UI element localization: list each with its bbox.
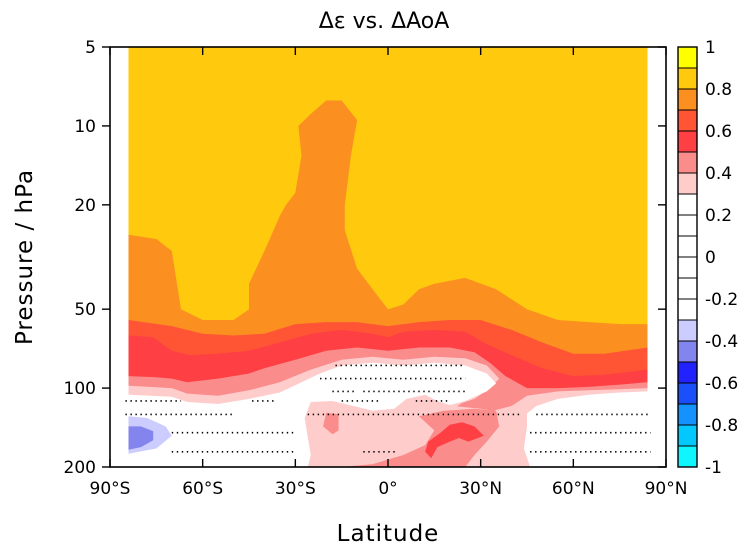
colorbar-label: -1: [705, 458, 722, 478]
colorbar-swatch: [677, 361, 698, 384]
colorbar-swatch: [677, 193, 698, 216]
y-axis-label: Pressure / hPa: [12, 169, 38, 345]
colorbar-swatch: [677, 67, 698, 90]
colorbar-frame: [677, 46, 698, 468]
colorbar-label: -0.8: [705, 416, 738, 436]
x-tick-label: 30°N: [459, 479, 502, 499]
y-tick-label: 20: [74, 196, 96, 216]
chart-title: Δε vs. ΔAoA: [319, 9, 450, 34]
colorbar-swatch: [677, 382, 698, 405]
contour-region-9: [323, 412, 339, 435]
y-tick-label: 5: [85, 38, 96, 58]
colorbar-label: 0.2: [705, 206, 732, 226]
colorbar-swatch: [677, 277, 698, 300]
colorbar-swatch: [677, 319, 698, 342]
colorbar-swatch: [677, 172, 698, 195]
colorbar-swatch: [677, 88, 698, 111]
y-tick-label: 50: [74, 300, 96, 320]
colorbar: 1 0.8 0.6 0.4 0.2 0 -0.2 -0.4 -0.6 -0.8 -1: [677, 38, 738, 478]
colorbar-swatch: [677, 109, 698, 132]
y-tick-label: 100: [64, 379, 96, 399]
x-tick-label: 0°: [378, 479, 397, 499]
contour-region-13: [128, 426, 154, 450]
significance-stipple: [125, 364, 651, 453]
colorbar-swatch: [677, 235, 698, 258]
contour-region-7: [523, 391, 648, 467]
colorbar-swatch: [677, 403, 698, 426]
colorbar-swatch: [677, 445, 698, 468]
colorbar-label: -0.4: [705, 332, 738, 352]
colorbar-swatch: [677, 46, 698, 69]
colorbar-swatch: [677, 340, 698, 363]
x-tick-label: 90°N: [645, 479, 688, 499]
x-axis-label: Latitude: [337, 521, 440, 545]
colorbar-label: -0.2: [705, 290, 738, 310]
colorbar-swatch: [677, 130, 698, 153]
colorbar-label: 0: [705, 248, 716, 268]
contour-region-6: [128, 362, 497, 467]
colorbar-swatch: [677, 256, 698, 279]
x-tick-label: 30°S: [275, 479, 316, 499]
x-tick-label: 60°S: [182, 479, 223, 499]
colorbar-swatch: [677, 151, 698, 174]
y-tick-label: 10: [74, 117, 96, 137]
plot-area: [128, 47, 648, 467]
y-tick-label: 200: [64, 458, 96, 478]
x-tick-label: 60°N: [552, 479, 595, 499]
x-tick-label: 90°S: [90, 479, 131, 499]
colorbar-label: 0.6: [705, 122, 732, 142]
colorbar-swatch: [677, 214, 698, 237]
colorbar-label: -0.6: [705, 374, 738, 394]
colorbar-swatch: [677, 424, 698, 447]
colorbar-label: 1: [705, 38, 716, 58]
colorbar-swatch: [677, 298, 698, 321]
colorbar-label: 0.4: [705, 164, 732, 184]
contour-region-11: [425, 422, 484, 459]
axes: 90°S 60°S 30°S 0° 30°N 60°N 90°N 5 10 20 50 100 200: [64, 38, 688, 499]
colorbar-label: 0.8: [705, 80, 732, 100]
